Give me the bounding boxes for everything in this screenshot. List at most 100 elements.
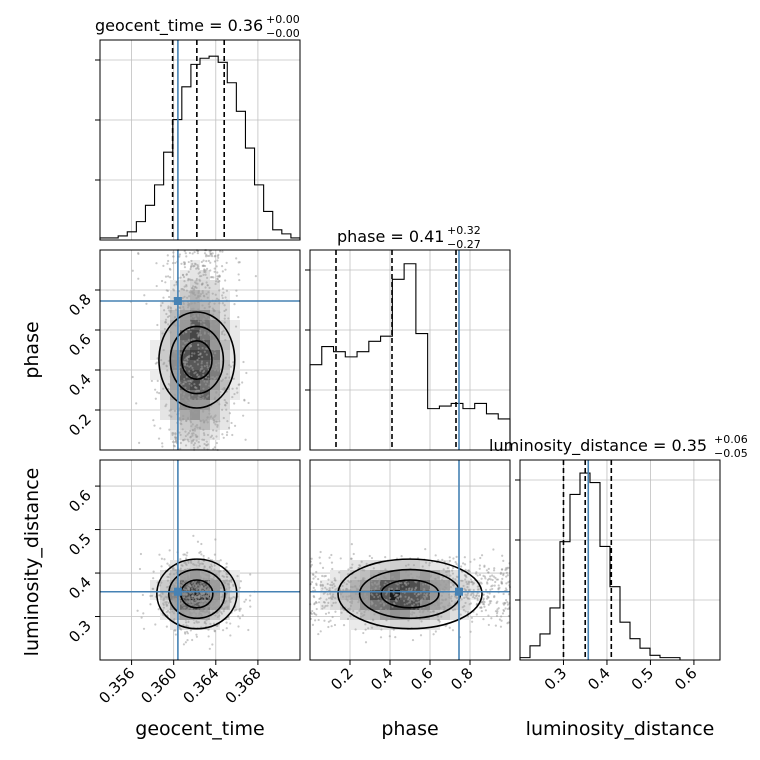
- scatter-point: [370, 600, 373, 603]
- scatter-point: [322, 592, 325, 595]
- scatter-point: [500, 568, 504, 571]
- scatter-point: [199, 404, 202, 407]
- scatter-point: [373, 582, 376, 585]
- scatter-point: [446, 570, 449, 573]
- scatter-point: [472, 594, 475, 597]
- scatter-point: [195, 386, 198, 390]
- scatter-point: [411, 638, 415, 642]
- scatter-point: [182, 396, 185, 399]
- scatter-point: [416, 598, 419, 601]
- scatter-point: [365, 595, 369, 598]
- scatter-point: [398, 595, 402, 598]
- scatter-point: [237, 316, 240, 319]
- scatter-point: [327, 597, 331, 600]
- scatter-point: [334, 597, 337, 600]
- scatter-point: [471, 620, 474, 623]
- scatter-point: [433, 604, 436, 607]
- density-cell: [190, 350, 200, 360]
- scatter-point: [201, 587, 204, 590]
- scatter-point: [212, 276, 215, 279]
- scatter-point: [230, 580, 233, 583]
- scatter-point: [160, 279, 164, 283]
- density-cell: [180, 380, 190, 390]
- scatter-point: [313, 595, 316, 599]
- scatter-point: [415, 608, 418, 611]
- scatter-point: [189, 409, 192, 413]
- scatter-point: [169, 608, 172, 611]
- scatter-point: [247, 628, 250, 632]
- scatter-point: [174, 436, 178, 439]
- scatter-point: [347, 568, 350, 571]
- density-cell: [350, 590, 360, 600]
- scatter-point: [197, 308, 200, 311]
- scatter-point: [208, 301, 211, 304]
- scatter-point: [220, 584, 223, 587]
- scatter-point: [178, 627, 182, 630]
- scatter-point: [483, 600, 486, 604]
- scatter-point: [185, 255, 188, 258]
- scatter-point: [432, 610, 435, 613]
- scatter-point: [465, 580, 468, 584]
- scatter-point: [428, 588, 432, 592]
- density-cell: [220, 290, 230, 300]
- scatter-point: [138, 567, 142, 571]
- density-cell: [180, 440, 190, 450]
- scatter-point: [466, 610, 470, 613]
- scatter-point: [183, 358, 186, 361]
- scatter-point: [209, 622, 212, 626]
- scatter-point: [502, 574, 505, 577]
- scatter-point: [207, 394, 210, 397]
- scatter-point: [159, 594, 162, 597]
- scatter-point: [188, 429, 192, 433]
- scatter-point: [226, 419, 229, 423]
- scatter-point: [208, 305, 211, 309]
- scatter-point: [207, 595, 210, 598]
- scatter-point: [203, 350, 206, 353]
- scatter-point: [476, 599, 479, 602]
- scatter-point: [199, 419, 202, 422]
- scatter-point: [429, 575, 432, 578]
- scatter-point: [449, 574, 452, 577]
- density-cell: [180, 410, 190, 420]
- scatter-point: [487, 623, 490, 627]
- scatter-point: [225, 627, 228, 630]
- scatter-point: [171, 432, 174, 435]
- scatter-point: [174, 581, 177, 584]
- scatter-point: [213, 421, 216, 424]
- scatter-point: [156, 323, 159, 327]
- scatter-point: [198, 594, 201, 597]
- scatter-point: [166, 289, 169, 292]
- scatter-point: [462, 584, 465, 588]
- xtick-label-phase: 0.4: [367, 664, 397, 694]
- scatter-point: [222, 291, 225, 294]
- scatter-point: [172, 573, 176, 576]
- scatter-point: [179, 276, 182, 279]
- density-cell: [450, 580, 460, 590]
- scatter-point: [232, 361, 235, 364]
- density-cell: [410, 620, 420, 630]
- xtick-label-luminosity-distance: 0.6: [671, 664, 701, 694]
- scatter-point: [423, 597, 427, 600]
- scatter-point: [485, 597, 489, 600]
- scatter-point: [178, 373, 181, 376]
- scatter-point: [194, 390, 197, 394]
- scatter-point: [166, 315, 170, 319]
- scatter-point: [426, 609, 430, 612]
- scatter-point: [330, 553, 333, 557]
- scatter-point: [219, 570, 222, 573]
- scatter-point: [180, 288, 183, 291]
- scatter-point: [189, 380, 192, 383]
- scatter-point: [346, 608, 350, 611]
- scatter-point: [379, 636, 383, 639]
- density-cell: [170, 570, 180, 580]
- scatter-point: [173, 370, 177, 373]
- scatter-point: [205, 353, 208, 356]
- scatter-point: [229, 634, 232, 637]
- scatter-point: [162, 296, 165, 299]
- density-cell: [190, 590, 200, 600]
- scatter-point: [331, 586, 334, 589]
- scatter-point: [210, 567, 213, 571]
- scatter-point: [185, 563, 188, 567]
- scatter-point: [227, 317, 230, 320]
- scatter-point: [206, 364, 209, 367]
